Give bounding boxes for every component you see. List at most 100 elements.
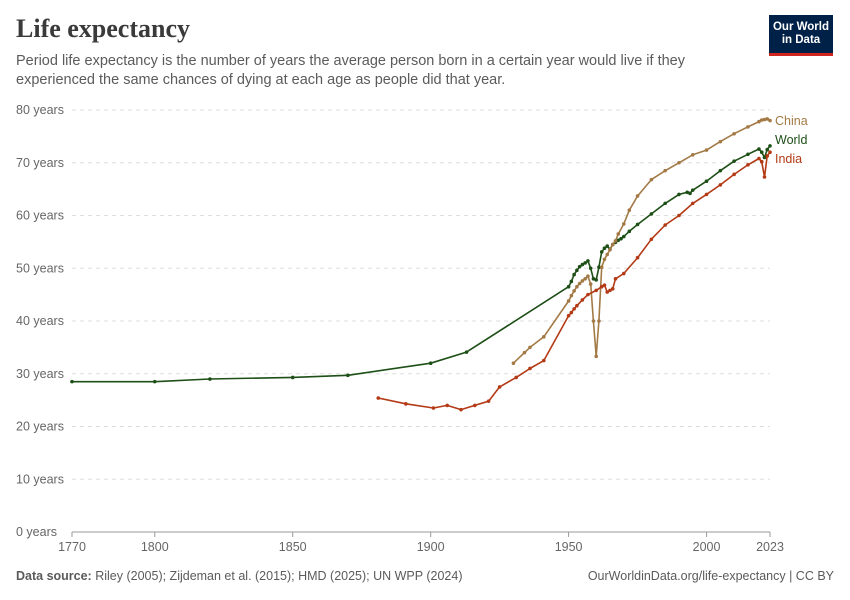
data-point-world <box>663 201 667 206</box>
x-tick-label: 1850 <box>279 540 307 554</box>
data-point-china <box>528 345 532 350</box>
data-point-world <box>586 259 590 263</box>
chart-title: Life expectancy <box>16 14 191 43</box>
data-point-world <box>572 272 576 277</box>
data-point-china <box>586 274 590 278</box>
data-point-india <box>445 403 450 408</box>
data-point-china <box>746 125 750 129</box>
data-point-china <box>765 117 770 121</box>
data-point-china <box>583 277 587 281</box>
data-point-india <box>528 366 532 371</box>
data-point-world <box>577 264 582 269</box>
y-tick-label: 40 years <box>16 314 64 328</box>
data-point-world <box>759 150 764 154</box>
data-point-world <box>621 234 626 239</box>
data-point-world <box>619 236 623 241</box>
data-point-india <box>613 277 618 281</box>
series-label-china: China <box>775 114 808 128</box>
data-point-china <box>762 117 767 122</box>
logo-line-2: in Data <box>781 34 821 46</box>
y-tick-label: 10 years <box>16 472 64 486</box>
data-point-world <box>428 361 433 366</box>
data-point-india <box>649 237 654 242</box>
data-point-world <box>70 379 74 384</box>
data-point-india <box>472 403 477 408</box>
data-point-india <box>572 307 576 311</box>
data-point-india <box>690 201 695 206</box>
data-point-china <box>541 335 546 339</box>
data-point-world <box>597 265 601 269</box>
data-point-china <box>599 265 604 269</box>
data-point-india <box>605 290 610 294</box>
data-point-china <box>572 289 576 293</box>
data-point-world <box>757 147 761 151</box>
data-point-india <box>497 385 502 389</box>
data-point-china <box>690 153 695 157</box>
data-point-china <box>569 293 574 298</box>
data-point-world <box>594 278 598 282</box>
data-point-world <box>616 238 621 243</box>
data-point-world <box>605 244 610 248</box>
data-point-india <box>566 313 571 318</box>
data-point-world <box>649 212 654 216</box>
data-point-india <box>621 271 626 276</box>
data-point-india <box>431 406 436 410</box>
data-point-world <box>627 229 632 234</box>
data-point-world <box>569 279 574 284</box>
axis-layer: 0 years 10 years 20 years 30 years 40 years 5… <box>16 103 784 554</box>
data-point-india <box>762 175 767 179</box>
y-tick-label: 60 years <box>16 209 64 223</box>
data-point-india <box>575 303 579 308</box>
data-point-china <box>677 160 681 165</box>
data-point-china <box>759 118 764 122</box>
data-point-china <box>616 232 621 236</box>
data-point-india <box>599 284 604 289</box>
data-point-india <box>759 159 764 164</box>
series-label-layer: World China India <box>775 114 808 166</box>
data-point-india <box>376 396 381 400</box>
x-tick-label: 2023 <box>756 540 784 554</box>
data-point-world <box>580 262 585 267</box>
data-point-china <box>511 361 516 366</box>
series-india <box>376 150 772 412</box>
owid-logo[interactable]: Our World in Data <box>769 15 833 56</box>
data-point-india <box>768 150 772 154</box>
data-point-world <box>152 379 157 384</box>
y-tick-label: 20 years <box>16 420 64 434</box>
y-tick-label: 30 years <box>16 367 64 381</box>
data-point-india <box>586 292 590 297</box>
y-tick-label: 50 years <box>16 261 64 275</box>
data-point-world <box>583 261 587 265</box>
data-point-world <box>765 147 770 152</box>
data-point-world <box>290 375 295 380</box>
data-point-china <box>522 350 527 355</box>
data-point-world <box>718 168 723 173</box>
data-point-china <box>704 148 709 152</box>
data-point-world <box>464 350 469 354</box>
x-tick-label: 2000 <box>693 540 721 554</box>
data-point-world <box>591 277 596 281</box>
data-point-india <box>677 213 681 218</box>
data-point-china <box>577 281 582 286</box>
data-point-china <box>580 279 585 283</box>
data-point-china <box>649 177 654 182</box>
chart-subtitle: Period life expectancy is the number of … <box>16 53 685 88</box>
logo-line-1: Our World <box>772 21 829 33</box>
data-point-china <box>732 131 736 136</box>
source-link[interactable]: OurWorldinData.org/life-expectancy | CC … <box>587 569 834 583</box>
series-label-world: World <box>775 133 807 147</box>
data-point-world <box>690 188 695 192</box>
data-point-world <box>602 246 607 251</box>
data-point-china <box>566 299 571 303</box>
data-point-world <box>732 159 736 163</box>
data-point-india <box>718 183 723 187</box>
data-point-india <box>757 156 761 161</box>
data-point-china <box>594 354 598 359</box>
data-point-india <box>746 163 750 167</box>
data-point-india <box>541 358 546 363</box>
x-tick-label: 1950 <box>555 540 583 554</box>
data-point-world <box>762 155 767 160</box>
series-label-india: India <box>775 152 802 166</box>
data-point-china <box>768 118 772 123</box>
